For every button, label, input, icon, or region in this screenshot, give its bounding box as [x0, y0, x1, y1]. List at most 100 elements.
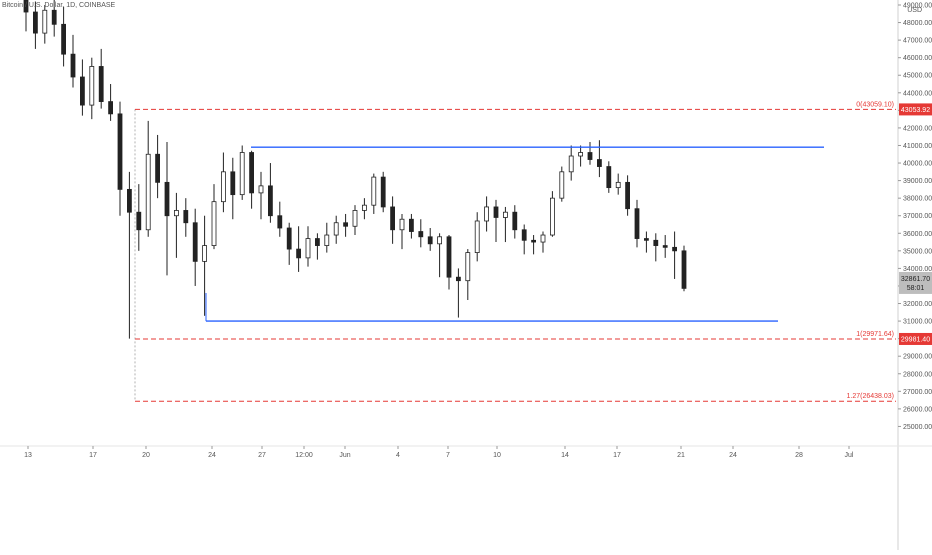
- y-tick-label: 39000.00: [903, 178, 932, 185]
- candle: [127, 171, 132, 339]
- candle-body: [108, 101, 113, 115]
- candle: [484, 196, 490, 232]
- candle-body: [117, 113, 123, 190]
- y-tick-label: 41000.00: [903, 143, 932, 150]
- candle-body: [597, 159, 602, 167]
- fib-price-badge: [899, 103, 932, 116]
- candle: [437, 233, 443, 278]
- y-tick-label: 49000.00: [903, 3, 932, 10]
- candle: [455, 268, 461, 318]
- candle: [606, 161, 612, 193]
- candle-body: [89, 66, 95, 106]
- candle: [33, 1, 38, 49]
- candle-body: [33, 11, 38, 34]
- candle: [578, 145, 583, 167]
- y-tick-label: 27000.00: [903, 389, 932, 396]
- y-tick-label: 32000.00: [903, 301, 932, 308]
- candle-body: [531, 239, 536, 243]
- x-tick-label: Jun: [339, 452, 350, 459]
- y-tick-label: 44000.00: [903, 90, 932, 97]
- candle-body: [352, 210, 358, 227]
- candle-body: [314, 238, 320, 246]
- candle: [625, 175, 630, 216]
- fib-price-badge-text: 29981.40: [901, 336, 930, 343]
- y-tick-label: 48000.00: [903, 20, 932, 27]
- candle: [61, 6, 66, 67]
- candle-body: [305, 238, 311, 259]
- candle-body: [333, 222, 339, 236]
- candle-body: [136, 211, 142, 231]
- candle-body: [455, 276, 461, 282]
- candle-body: [98, 66, 104, 102]
- candle-body: [578, 152, 583, 157]
- candle: [502, 206, 508, 243]
- x-axis: 13 17 20 24 27 12:00 Jun 4 7 10 14 17 21 24 28 Jul: [24, 446, 854, 459]
- candle: [155, 134, 161, 199]
- y-tick-label: 40000.00: [903, 161, 932, 168]
- candle: [399, 213, 405, 250]
- y-tick-label: 29000.00: [903, 354, 932, 361]
- candle: [465, 249, 471, 301]
- candle: [333, 215, 339, 244]
- candle-body: [427, 236, 433, 245]
- candle-body: [625, 181, 630, 210]
- candle-body: [437, 236, 443, 245]
- candle: [512, 205, 518, 239]
- candle: [521, 224, 527, 255]
- y-tick-label: 42000.00: [903, 125, 932, 132]
- candle: [672, 231, 677, 279]
- x-tick-label: 20: [142, 452, 150, 459]
- x-tick-label: 17: [613, 452, 621, 459]
- candle: [662, 235, 668, 258]
- candle: [597, 140, 602, 178]
- candle: [286, 222, 292, 265]
- y-tick-label: 38000.00: [903, 196, 932, 203]
- candle: [540, 231, 546, 253]
- candle-body: [361, 204, 367, 211]
- candle: [493, 199, 499, 243]
- candle-body: [202, 245, 208, 262]
- candle-body: [51, 9, 57, 25]
- fib-price-badge: [899, 332, 932, 345]
- candle-body: [23, 0, 29, 13]
- candle-body: [418, 231, 424, 238]
- y-axis: 25000.00 26000.00 27000.00 28000.00 29000.00…: [898, 3, 932, 431]
- x-tick-label: 28: [795, 452, 803, 459]
- candle-body: [672, 246, 677, 252]
- candle-body: [493, 206, 499, 218]
- last-price-text: 32861.70: [901, 276, 930, 283]
- x-tick-label: 24: [208, 452, 216, 459]
- fib-level-label: 1.27(26438.03): [847, 393, 894, 400]
- x-tick-label: 14: [561, 452, 569, 459]
- candle-body: [484, 206, 490, 222]
- x-tick-label: 7: [446, 452, 450, 459]
- candle: [258, 171, 264, 220]
- candle-body: [446, 236, 452, 278]
- candle: [343, 213, 349, 237]
- x-tick-label: 4: [396, 452, 400, 459]
- candle-body: [239, 152, 245, 196]
- candle: [653, 233, 659, 262]
- candle: [183, 198, 189, 237]
- candle-body: [164, 181, 170, 217]
- currency-label: USD: [907, 7, 922, 14]
- fib-level-label: 1(29971.64): [856, 331, 894, 338]
- candle-body: [681, 250, 687, 289]
- candle-body: [371, 176, 377, 206]
- x-tick-label: 27: [258, 452, 266, 459]
- candle: [324, 222, 330, 253]
- candle-body: [155, 153, 161, 183]
- candle: [230, 157, 236, 220]
- candle: [173, 192, 179, 258]
- candle-body: [408, 218, 414, 232]
- y-tick-label: 46000.00: [903, 55, 932, 62]
- candle: [108, 84, 113, 121]
- candle: [531, 235, 536, 255]
- candle-body: [474, 220, 480, 253]
- candle: [550, 191, 555, 237]
- candle: [305, 226, 311, 267]
- y-tick-label: 25000.00: [903, 424, 932, 431]
- candle-body: [653, 239, 659, 246]
